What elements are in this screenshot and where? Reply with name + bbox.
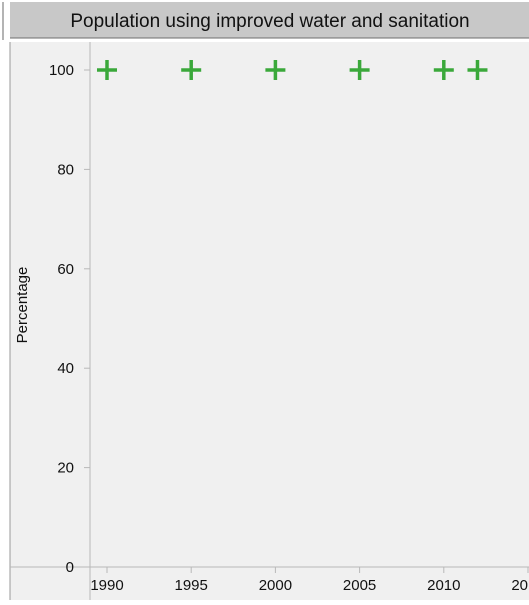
y-tick-label: 0 bbox=[66, 559, 74, 576]
series-markers bbox=[97, 60, 488, 80]
x-tick-label: 2000 bbox=[259, 577, 292, 594]
x-tick-label: 2015 bbox=[511, 577, 529, 594]
y-tick-label: 20 bbox=[57, 460, 74, 477]
y-tick-label: 40 bbox=[57, 360, 74, 377]
data-point-marker bbox=[265, 60, 286, 80]
x-tick-label: 2010 bbox=[427, 577, 460, 594]
x-tick-label: 1990 bbox=[90, 577, 123, 594]
plot-area bbox=[10, 42, 529, 600]
y-tick-label: 60 bbox=[57, 261, 74, 278]
data-point-marker bbox=[349, 60, 370, 80]
y-tick-label: 100 bbox=[49, 62, 74, 79]
x-tick-label: 1995 bbox=[175, 577, 208, 594]
y-tick-group: 0 20 40 60 80 100 bbox=[49, 62, 90, 576]
data-point-marker bbox=[181, 60, 202, 80]
title-bar bbox=[10, 2, 529, 38]
y-axis-title: Percentage bbox=[14, 267, 31, 344]
x-tick-label: 2005 bbox=[343, 577, 376, 594]
x-tick-group: 1990 1995 2000 2005 2010 2015 bbox=[90, 567, 529, 594]
chart-title: Population using improved water and sani… bbox=[70, 11, 469, 32]
data-point-marker bbox=[97, 60, 117, 80]
data-point-marker bbox=[467, 60, 488, 80]
y-tick-label: 80 bbox=[57, 161, 74, 178]
data-point-marker bbox=[433, 60, 454, 80]
